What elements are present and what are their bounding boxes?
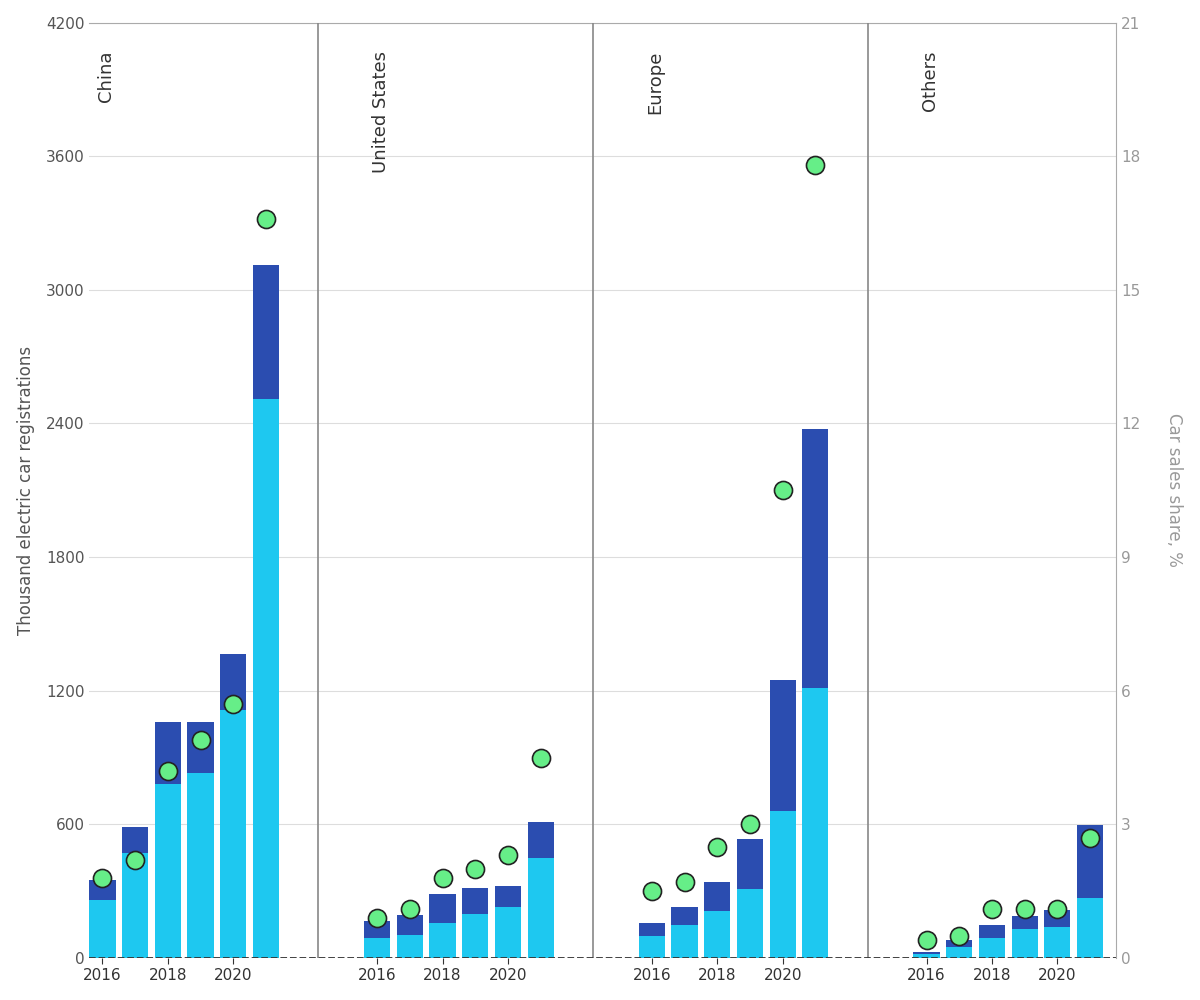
Bar: [187, 773, 214, 958]
Bar: [638, 923, 665, 936]
Bar: [528, 858, 553, 958]
Bar: [462, 888, 488, 914]
Text: Europe: Europe: [647, 51, 665, 114]
Bar: [430, 894, 456, 923]
Text: United States: United States: [372, 51, 390, 173]
Bar: [737, 889, 763, 958]
Bar: [946, 940, 972, 947]
Bar: [220, 710, 246, 958]
Y-axis label: Thousand electric car registrations: Thousand electric car registrations: [17, 346, 35, 635]
Bar: [769, 680, 796, 811]
Bar: [1044, 910, 1070, 927]
Y-axis label: Car sales share, %: Car sales share, %: [1165, 413, 1183, 567]
Bar: [364, 921, 390, 938]
Bar: [1012, 929, 1038, 958]
Bar: [397, 935, 422, 958]
Bar: [462, 914, 488, 958]
Bar: [155, 722, 181, 784]
Bar: [979, 925, 1006, 938]
Bar: [803, 429, 828, 688]
Bar: [913, 954, 940, 958]
Bar: [253, 399, 280, 958]
Bar: [1044, 927, 1070, 958]
Bar: [89, 900, 115, 958]
Bar: [89, 880, 115, 900]
Text: China: China: [97, 51, 115, 102]
Bar: [737, 839, 763, 889]
Bar: [430, 923, 456, 958]
Bar: [672, 925, 697, 958]
Text: Others: Others: [922, 51, 940, 111]
Bar: [913, 952, 940, 954]
Bar: [397, 915, 422, 935]
Bar: [364, 938, 390, 958]
Bar: [220, 654, 246, 710]
Bar: [253, 265, 280, 399]
Bar: [946, 947, 972, 958]
Bar: [155, 784, 181, 958]
Bar: [1076, 898, 1103, 958]
Bar: [638, 936, 665, 958]
Bar: [672, 907, 697, 925]
Bar: [979, 938, 1006, 958]
Bar: [494, 907, 521, 958]
Bar: [769, 811, 796, 958]
Bar: [122, 853, 149, 958]
Bar: [494, 886, 521, 907]
Bar: [704, 882, 731, 911]
Bar: [1076, 825, 1103, 898]
Bar: [1012, 916, 1038, 929]
Bar: [122, 827, 149, 853]
Bar: [528, 822, 553, 858]
Bar: [803, 688, 828, 958]
Bar: [704, 911, 731, 958]
Bar: [187, 722, 214, 773]
